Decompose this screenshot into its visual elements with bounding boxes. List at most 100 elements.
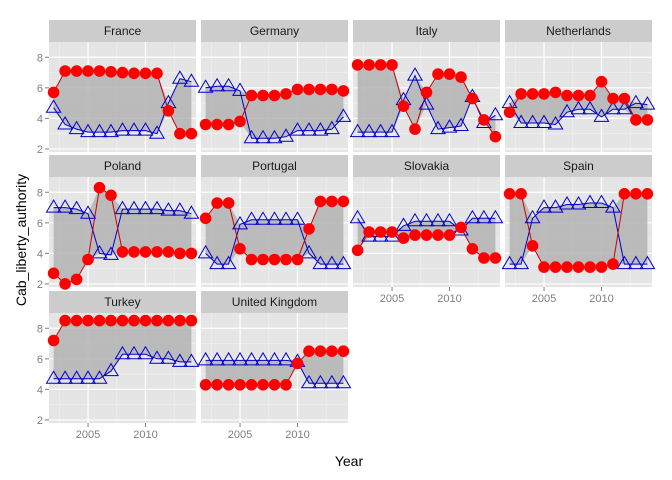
circle-point: [630, 114, 642, 126]
facet-strip-label: Slovakia: [404, 159, 450, 173]
triangle-point: [582, 194, 598, 208]
range-ribbon: [53, 71, 192, 134]
circle-point: [174, 314, 186, 327]
triangle-point: [160, 202, 177, 216]
triangle-point: [103, 246, 119, 260]
triangle-point: [349, 123, 366, 138]
triangle-point: [197, 79, 214, 93]
circle-point: [268, 253, 281, 266]
circle-point: [561, 89, 573, 102]
circle-point: [245, 89, 258, 102]
circle-point: [185, 247, 198, 260]
triangle-point: [126, 200, 142, 215]
circle-point: [47, 267, 60, 280]
circle-point: [185, 127, 198, 140]
circle-point: [630, 188, 642, 200]
circle-point: [105, 66, 117, 78]
circle-point: [420, 86, 433, 99]
facet-panel: Poland: [45, 155, 200, 290]
circle-point: [151, 67, 163, 80]
panels-layer: France Germany Italy Netherlands Poland Portu…: [45, 20, 656, 423]
circle-point: [268, 379, 281, 391]
circle-point: [280, 379, 292, 391]
triangle-point: [559, 196, 575, 210]
facet-strip: [353, 155, 500, 177]
circle-point: [116, 66, 129, 79]
circle-point: [478, 114, 490, 126]
facet-panel: Netherlands: [501, 20, 656, 152]
circle-point: [151, 314, 163, 327]
circle-point: [59, 278, 71, 290]
facet-panel: Spain: [501, 155, 656, 287]
circle-point: [174, 127, 186, 140]
facet-strip-label: Italy: [415, 24, 437, 38]
triangle-point: [137, 345, 154, 360]
triangle-point: [627, 94, 644, 109]
triangle-point: [536, 114, 553, 128]
circle-point: [245, 253, 258, 266]
circle-point: [105, 314, 117, 327]
triangle-point: [57, 199, 74, 213]
facet-strip-label: Spain: [563, 159, 594, 173]
circle-point: [82, 65, 94, 77]
circle-point: [526, 88, 539, 100]
triangle-point: [80, 205, 97, 219]
circle-point: [257, 379, 269, 391]
triangle-point: [559, 103, 575, 118]
triangle-point: [114, 345, 131, 360]
x-tick-label: 2005: [76, 429, 100, 441]
circle-point: [397, 232, 410, 244]
triangle-point: [220, 351, 237, 366]
facet-strip: [49, 20, 196, 42]
circle-point: [351, 59, 364, 71]
triangle-point: [57, 370, 74, 384]
triangle-point: [335, 255, 352, 270]
circle-point: [93, 65, 106, 77]
circle-point: [234, 379, 246, 391]
triangle-point: [639, 255, 656, 270]
triangle-point: [300, 374, 317, 389]
triangle-point: [232, 215, 249, 230]
circle-point: [374, 226, 387, 238]
triangle-point: [114, 200, 131, 215]
facet-strip-label: Netherlands: [546, 24, 611, 38]
triangle-point: [536, 199, 553, 213]
circle-point: [526, 240, 539, 252]
circle-point: [595, 75, 608, 88]
triangle-point: [372, 123, 389, 138]
circle-point: [211, 379, 223, 391]
circle-point: [70, 65, 83, 77]
triangle-point: [627, 255, 644, 270]
facet-panel: France: [45, 20, 200, 152]
triangle-point: [220, 77, 237, 92]
triangle-point: [266, 211, 283, 225]
triangle-point: [266, 351, 283, 366]
facet-panel: Italy: [349, 20, 504, 152]
circle-point: [151, 246, 163, 258]
circle-point: [257, 253, 269, 266]
triangle-point: [255, 211, 271, 225]
circle-point: [489, 252, 502, 264]
facet-strip: [201, 155, 348, 177]
triangle-point: [300, 244, 317, 259]
x-tick-label: 2005: [228, 429, 252, 441]
triangle-point: [114, 122, 131, 136]
triangle-point: [604, 199, 621, 213]
facet-strip-label: France: [104, 24, 142, 38]
triangle-point: [266, 129, 283, 144]
circle-point: [116, 314, 129, 327]
triangle-point: [312, 374, 329, 389]
x-tick-label: 2010: [437, 293, 461, 305]
circle-point: [291, 83, 304, 96]
facet-strip: [505, 20, 652, 42]
circle-point: [139, 67, 152, 80]
circle-point: [139, 246, 152, 258]
y-tick-label: 2: [37, 415, 43, 427]
x-tick-label: 2010: [133, 429, 157, 441]
triangle-point: [91, 370, 108, 384]
circle-point: [641, 188, 654, 200]
triangle-point: [570, 100, 587, 115]
x-axis-title: Year: [335, 453, 364, 469]
triangle-point: [335, 374, 352, 389]
triangle-point: [243, 211, 260, 225]
